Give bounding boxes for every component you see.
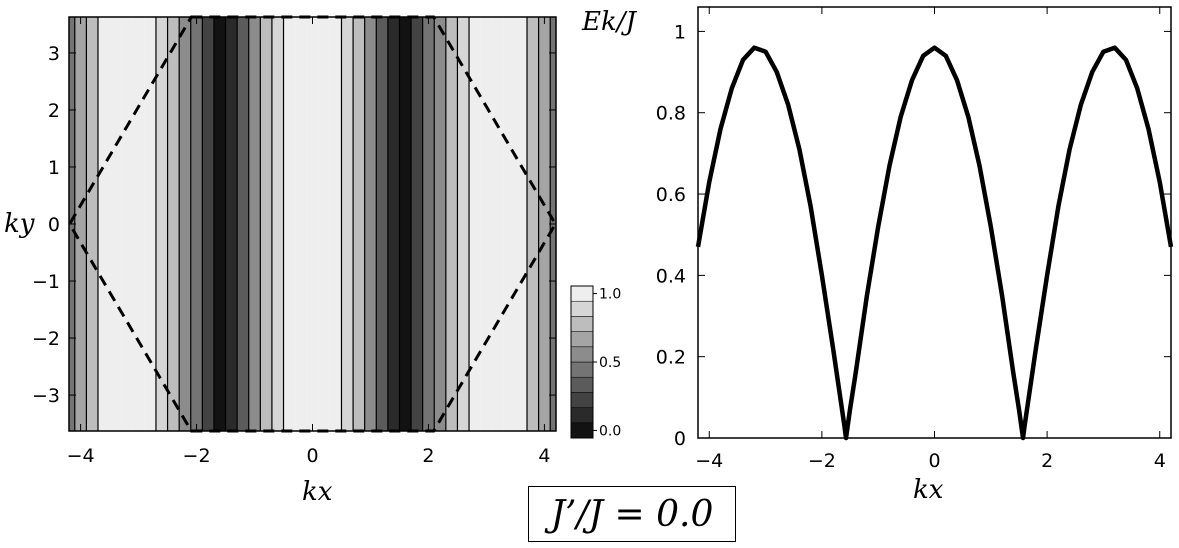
contour-band	[422, 17, 435, 431]
contour-panel: −4 −2 0 2 4 3 2 1 0 −1 −2 −3 kx ky	[4, 15, 558, 507]
contour-band	[364, 17, 377, 431]
contour-band	[538, 17, 551, 431]
contour-band	[434, 17, 446, 431]
contour-band	[225, 17, 238, 431]
line-y-tick-label: 0.6	[656, 184, 686, 206]
contour-band	[445, 17, 458, 431]
contour-band	[237, 17, 249, 431]
contour-band	[480, 17, 493, 431]
colorbar-cell	[570, 316, 594, 332]
line-y-axis: 0 0.2 0.4 0.6 0.8 1	[656, 21, 1171, 450]
contour-band	[457, 17, 470, 431]
contour-band	[179, 17, 191, 431]
line-x-tick-label: −2	[808, 450, 836, 472]
colorbar-cell	[570, 392, 594, 408]
colorbar: 1.0 0.5 0.0	[570, 285, 621, 439]
contour-band	[469, 17, 481, 431]
line-x-axis: −4 −2 0 2 4	[695, 7, 1166, 472]
contour-band	[155, 17, 168, 431]
line-x-tick-label: 0	[928, 450, 940, 472]
contour-band	[411, 17, 423, 431]
colorbar-cell	[570, 422, 594, 439]
contour-y-tick-label: −2	[32, 328, 60, 350]
contour-band	[399, 17, 412, 431]
parameter-annotation: J’/J = 0.0	[528, 486, 736, 542]
contour-band	[190, 17, 203, 431]
contour-band	[74, 17, 87, 431]
line-plot-frame	[697, 6, 1172, 439]
colorbar-cell	[570, 407, 594, 424]
colorbar-tick-label: 0.0	[599, 423, 621, 439]
contour-band	[353, 17, 365, 431]
line-x-tick-label: 4	[1154, 450, 1166, 472]
contour-band	[527, 17, 539, 431]
line-y-tick-label: 0	[674, 428, 686, 450]
contour-band	[260, 17, 272, 431]
contour-bands	[69, 17, 556, 431]
contour-band	[376, 17, 388, 431]
contour-x-tick-label: 2	[422, 445, 434, 467]
contour-x-tick-label: 0	[306, 445, 318, 467]
contour-y-tick-label: 1	[48, 157, 60, 179]
contour-x-tick-label: −2	[183, 445, 211, 467]
contour-band	[329, 17, 342, 431]
contour-band	[86, 17, 98, 431]
contour-band	[144, 17, 156, 431]
colorbar-cell	[570, 376, 594, 393]
contour-band	[318, 17, 330, 431]
contour-band	[492, 17, 504, 431]
dispersion-curve	[695, 45, 1174, 441]
contour-y-axis: 3 2 1 0 −1 −2 −3	[32, 43, 556, 407]
contour-y-tick-label: 2	[48, 100, 60, 122]
contour-band	[515, 17, 528, 431]
contour-y-tick-label: −3	[32, 385, 60, 407]
contour-band	[387, 17, 400, 431]
contour-y-tick-label: 3	[48, 43, 60, 65]
line-x-tick-label: 2	[1041, 450, 1053, 472]
colorbar-cell	[570, 285, 594, 302]
line-x-axis-label: kx	[913, 475, 944, 505]
line-y-tick-label: 0.4	[656, 265, 686, 287]
contour-band	[121, 17, 133, 431]
contour-band	[341, 17, 354, 431]
colorbar-cell	[570, 346, 594, 363]
contour-x-tick-label: 4	[538, 445, 550, 467]
colorbar-ticks: 1.0 0.5 0.0	[593, 287, 621, 439]
dispersion-panel: −4 −2 0 2 4 0 0.2 0.4 0.6 0.8 1 kx Ek/J	[581, 6, 1174, 505]
contour-band	[213, 17, 226, 431]
line-y-tick-label: 1	[674, 21, 686, 43]
contour-band	[248, 17, 261, 431]
contour-band	[306, 17, 319, 431]
contour-y-tick-label: 0	[48, 214, 60, 236]
contour-band	[97, 17, 110, 431]
contour-x-axis-label: kx	[302, 477, 333, 507]
contour-y-tick-label: −1	[32, 271, 60, 293]
contour-band	[202, 17, 214, 431]
contour-band	[271, 17, 284, 431]
contour-band	[109, 17, 122, 431]
colorbar-tick-label: 1.0	[599, 287, 621, 303]
contour-band	[295, 17, 307, 431]
line-x-tick-label: −4	[695, 450, 723, 472]
line-y-tick-label: 0.2	[656, 347, 686, 369]
contour-band	[167, 17, 180, 431]
colorbar-cells	[570, 285, 594, 439]
contour-band	[132, 17, 145, 431]
colorbar-cell	[570, 331, 594, 348]
colorbar-cell	[570, 300, 594, 317]
line-y-tick-label: 0.8	[656, 103, 686, 125]
contour-x-axis: −4 −2 0 2 4	[67, 17, 550, 467]
contour-y-axis-label: ky	[4, 209, 35, 239]
contour-x-tick-label: −4	[67, 445, 95, 467]
line-y-axis-label: Ek/J	[581, 7, 637, 37]
colorbar-tick-label: 0.5	[599, 355, 621, 371]
contour-band	[503, 17, 516, 431]
contour-band	[283, 17, 296, 431]
colorbar-cell	[570, 361, 594, 378]
